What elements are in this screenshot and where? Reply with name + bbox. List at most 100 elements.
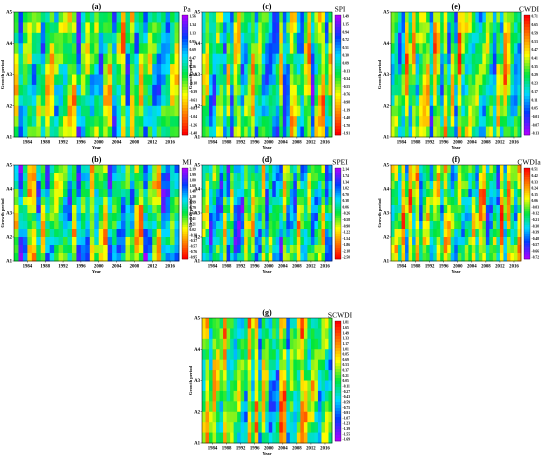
heat-cell	[247, 370, 252, 381]
heat-cell	[317, 64, 322, 75]
heat-cell	[321, 422, 326, 433]
heat-cell	[419, 84, 424, 96]
heat-cell	[18, 53, 24, 65]
heat-cell	[454, 229, 459, 238]
heat-cell	[436, 181, 441, 190]
heat-cell	[394, 95, 399, 107]
heat-cell	[156, 213, 162, 222]
heat-cell	[265, 253, 270, 262]
heat-cell	[36, 126, 42, 138]
heat-cell	[268, 43, 273, 55]
colorbar-swatch	[524, 188, 530, 192]
colorbar-swatch	[335, 432, 341, 436]
heat-cell	[394, 253, 399, 262]
heat-cell	[398, 165, 402, 174]
heat-cell	[496, 84, 501, 96]
heat-cell	[147, 64, 153, 75]
heat-cell	[165, 116, 171, 127]
heat-cell	[156, 189, 162, 198]
heat-cell	[408, 237, 413, 246]
heat-cell	[258, 22, 263, 34]
colorbar-swatch	[335, 179, 341, 182]
heat-cell	[415, 213, 420, 222]
heat-cell	[422, 205, 427, 214]
heat-cell	[261, 237, 266, 246]
heat-cell	[314, 126, 319, 138]
heat-cell	[471, 181, 476, 190]
heat-cell	[258, 328, 263, 340]
heat-cell	[513, 229, 518, 238]
heat-cell	[489, 105, 494, 117]
heat-cell	[314, 359, 319, 371]
colorbar-swatch	[335, 363, 341, 367]
heat-cell	[303, 173, 308, 182]
x-tick-label: 1984	[397, 141, 407, 146]
heat-cell	[251, 189, 256, 198]
heat-cell	[517, 64, 522, 75]
heat-cell	[282, 349, 287, 361]
heat-cell	[152, 189, 158, 198]
heat-cell	[147, 74, 153, 86]
heat-cell	[289, 22, 294, 34]
heat-cell	[279, 205, 284, 214]
heat-cell	[212, 74, 217, 86]
heat-cell	[261, 411, 266, 423]
heat-cell	[63, 64, 68, 75]
heat-cell	[112, 221, 117, 230]
heat-cell	[443, 126, 448, 138]
heat-cell	[513, 84, 518, 96]
heat-cell	[426, 237, 431, 246]
heat-cell	[251, 318, 256, 329]
heat-cell	[293, 328, 298, 340]
heat-cell	[268, 189, 273, 198]
heat-cell	[237, 84, 242, 96]
heat-cell	[18, 64, 24, 75]
heat-cell	[275, 189, 280, 198]
heat-cell	[440, 221, 445, 230]
colorbar-swatch	[335, 243, 341, 246]
heat-cell	[398, 189, 402, 198]
heat-cell	[49, 116, 55, 127]
heat-cell	[112, 245, 117, 254]
heat-cell	[300, 380, 305, 392]
heat-cell	[314, 370, 319, 381]
heat-cell	[49, 237, 55, 246]
heat-cell	[275, 245, 280, 254]
heat-cell	[440, 173, 445, 182]
colorbar-swatch	[524, 93, 530, 97]
colorbar-swatch	[335, 69, 341, 73]
heat-cell	[85, 245, 91, 254]
heat-cell	[296, 53, 301, 65]
heat-cell	[321, 126, 326, 138]
heat-cell	[45, 205, 51, 214]
heat-cell	[226, 165, 231, 174]
heat-cell	[174, 95, 180, 107]
heat-cell	[202, 74, 206, 86]
x-tick-label: 2016	[320, 447, 330, 452]
heat-cell	[317, 116, 322, 127]
heat-cell	[240, 229, 245, 238]
heat-cell	[317, 338, 322, 350]
x-tick-label: 2012	[495, 141, 505, 146]
heat-cell	[265, 229, 270, 238]
heat-cell	[94, 237, 100, 246]
heat-cell	[492, 53, 497, 65]
colorbar-swatch	[524, 33, 530, 37]
heat-cell	[54, 64, 59, 75]
heat-cell	[103, 116, 109, 127]
heat-cell	[324, 328, 329, 340]
x-tick-label: 2004	[278, 265, 288, 270]
heat-cell	[272, 411, 277, 423]
heat-cell	[464, 229, 469, 238]
heat-cell	[143, 74, 149, 86]
heat-cell	[272, 74, 277, 86]
heat-cell	[138, 189, 144, 198]
heat-cell	[324, 432, 329, 444]
colorbar-swatch	[182, 129, 188, 133]
colorbar-swatch	[524, 206, 530, 210]
colorbar-swatch	[335, 120, 341, 124]
heat-cell	[454, 53, 459, 65]
heat-cell	[391, 64, 395, 75]
heat-cell	[279, 338, 284, 350]
heat-cell	[492, 105, 497, 117]
